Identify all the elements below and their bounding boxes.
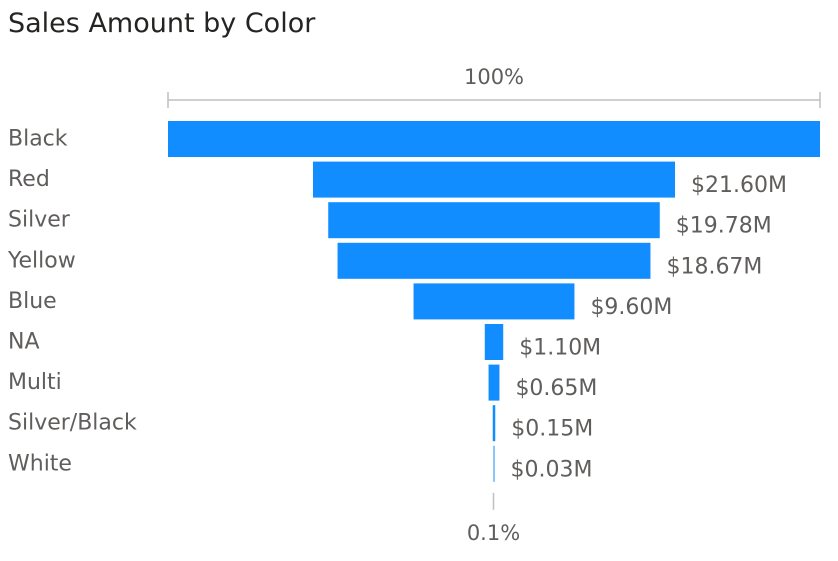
category-label-4: Blue: [8, 289, 57, 314]
bottom-percent-label: 0.1%: [467, 521, 520, 545]
value-label-2: $19.78M: [676, 214, 772, 239]
funnel-bar-1: [312, 161, 676, 198]
chart-title: Sales Amount by Color: [8, 8, 316, 39]
value-label-5: $1.10M: [519, 336, 601, 361]
value-label-7: $0.15M: [511, 417, 593, 442]
category-label-0: Black: [8, 127, 68, 152]
category-label-5: NA: [8, 330, 40, 355]
value-label-1: $21.60M: [691, 173, 787, 198]
category-label-3: Yellow: [7, 248, 76, 273]
category-label-7: Silver/Black: [8, 411, 137, 436]
funnel-bar-5: [484, 324, 504, 360]
funnel-bar-3: [337, 242, 651, 279]
category-label-2: Silver: [8, 208, 71, 233]
funnel-bar-4: [413, 283, 575, 320]
value-label-4: $9.60M: [590, 295, 672, 320]
category-label-1: Red: [8, 167, 50, 192]
value-label-3: $18.67M: [666, 254, 762, 279]
funnel-bar-8: [493, 445, 495, 482]
value-label-8: $0.03M: [511, 457, 593, 482]
funnel-bar-6: [488, 364, 500, 401]
funnel-bar-0: [168, 121, 820, 157]
top-percent-label: 100%: [464, 65, 524, 89]
category-label-6: Multi: [8, 370, 62, 395]
funnel-bar-2: [328, 202, 660, 239]
value-label-6: $0.65M: [515, 376, 597, 401]
category-label-8: White: [8, 451, 72, 476]
funnel-bar-7: [492, 405, 496, 442]
